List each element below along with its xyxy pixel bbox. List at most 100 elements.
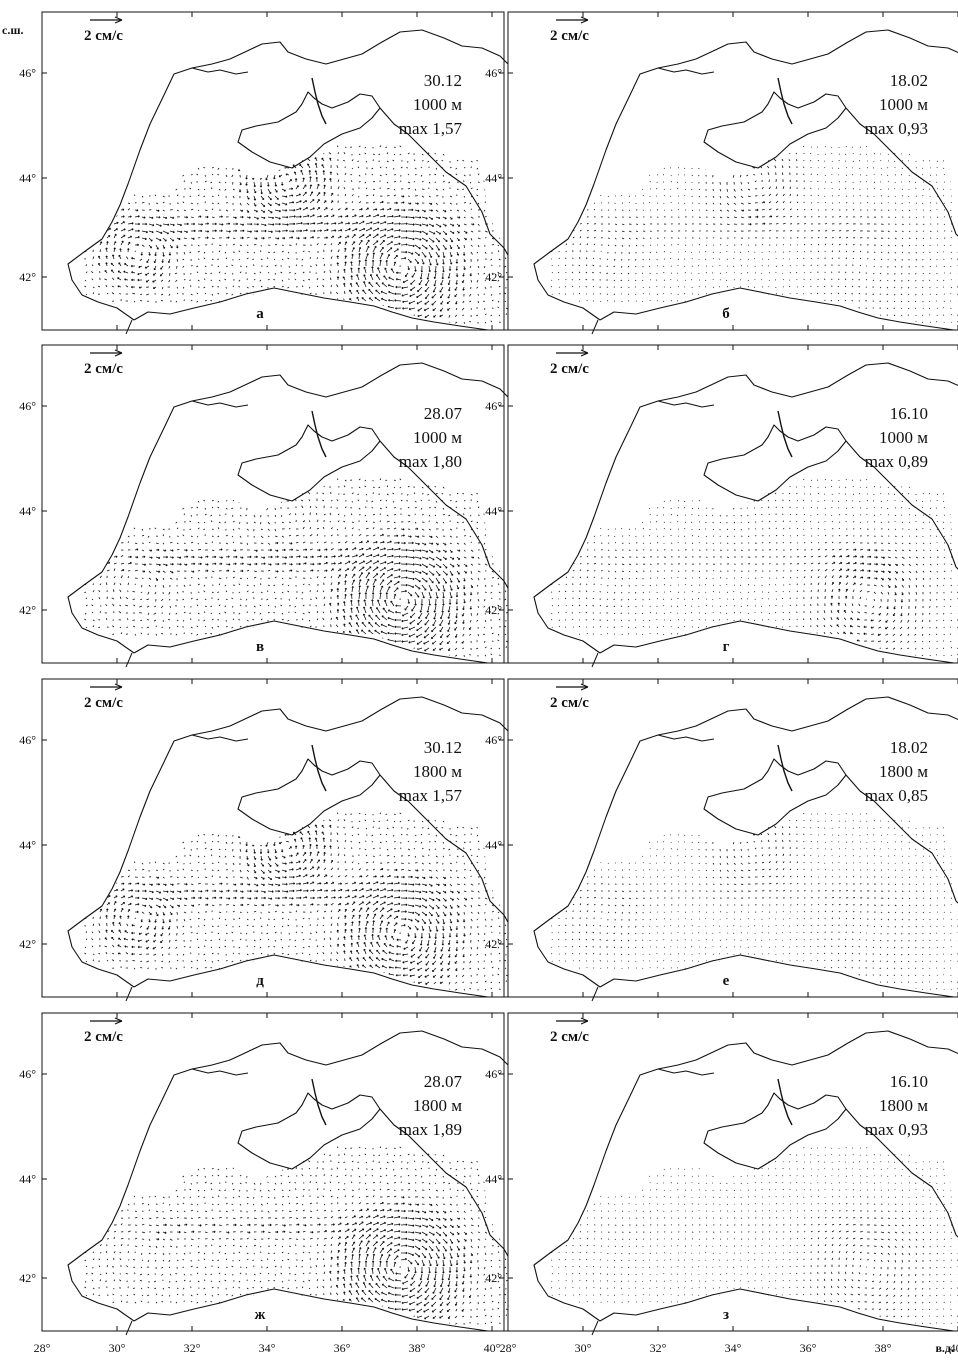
panel-max-speed: max 1,80	[399, 452, 462, 471]
axis-ticks	[41, 679, 504, 997]
panel-letter: г	[723, 639, 730, 655]
panel-date: 30.12	[424, 71, 462, 90]
lat-tick-label: 44°	[19, 1172, 36, 1186]
panel-depth: 1000 м	[879, 95, 928, 114]
panel-frame	[507, 344, 958, 664]
lat-tick-label: 42°	[19, 1271, 36, 1285]
panel-date: 30.12	[424, 738, 462, 757]
panel-date: 18.02	[890, 71, 928, 90]
lat-tick-label: 46°	[19, 733, 36, 747]
scale-arrow-icon	[90, 1017, 123, 1025]
panel-max-speed: max 0,89	[865, 452, 928, 471]
lat-tick-label: 46°	[485, 733, 502, 747]
lat-tick-label: 42°	[485, 937, 502, 951]
panel-letter: ж	[255, 1307, 266, 1323]
lat-tick-label: 46°	[485, 1067, 502, 1081]
lat-tick-label: 42°	[19, 603, 36, 617]
panel-depth: 1000 м	[413, 428, 462, 447]
lon-tick-label: 36°	[800, 1341, 817, 1355]
scale-label: 2 см/с	[84, 1029, 123, 1045]
panel-frame	[507, 1012, 958, 1332]
scale-label: 2 см/с	[550, 1029, 589, 1045]
panel-date: 16.10	[890, 1072, 928, 1091]
panel-depth: 1800 м	[879, 762, 928, 781]
panel-ж: 2 см/с 28.07 1800 м max 1,89 ж	[41, 1012, 519, 1336]
lat-tick-label: 46°	[19, 66, 36, 80]
lat-tick-label: 42°	[19, 270, 36, 284]
lon-tick-label: 38°	[409, 1341, 426, 1355]
panel-date: 18.02	[890, 738, 928, 757]
panel-frame	[41, 1012, 505, 1332]
panel-frame	[507, 11, 958, 331]
scale-arrow-icon	[556, 16, 589, 24]
panel-max-speed: max 1,57	[399, 119, 463, 138]
axis-ticks	[41, 12, 504, 330]
panel-г: 2 см/с 16.10 1000 м max 0,89 г	[507, 344, 958, 668]
panel-е: 2 см/с 18.02 1800 м max 0,85 е	[507, 678, 958, 1002]
scale-label: 2 см/с	[84, 695, 123, 711]
lat-tick-label: 42°	[19, 937, 36, 951]
panel-depth: 1000 м	[879, 428, 928, 447]
axis-ticks	[507, 12, 958, 330]
lon-tick-label: 34°	[259, 1341, 276, 1355]
lat-tick-label: 44°	[485, 1172, 502, 1186]
panel-max-speed: max 0,93	[865, 1120, 928, 1139]
scale-label: 2 см/с	[550, 361, 589, 377]
lat-tick-label: 46°	[485, 66, 502, 80]
panel-в: 2 см/с 28.07 1000 м max 1,80 в	[41, 344, 519, 668]
lat-tick-label: 42°	[485, 270, 502, 284]
panel-depth: 1800 м	[879, 1096, 928, 1115]
panel-depth: 1800 м	[413, 762, 462, 781]
panel-date: 28.07	[424, 404, 463, 423]
lon-tick-label: 28°	[500, 1341, 517, 1355]
panel-date: 16.10	[890, 404, 928, 423]
panel-max-speed: max 1,89	[399, 1120, 462, 1139]
scale-arrow-icon	[90, 349, 123, 357]
lon-tick-label: 28°	[34, 1341, 51, 1355]
axis-ticks	[507, 345, 958, 663]
lat-tick-label: 44°	[19, 171, 36, 185]
axis-ticks	[507, 1013, 958, 1331]
lat-unit-label: с.ш.	[2, 23, 23, 37]
panel-max-speed: max 1,57	[399, 786, 463, 805]
panel-frame	[41, 11, 505, 331]
panel-letter: а	[256, 306, 264, 322]
axis-ticks	[507, 679, 958, 997]
axis-ticks	[41, 345, 504, 663]
panel-letter: б	[722, 306, 730, 322]
panel-а: 2 см/с 30.12 1000 м max 1,57 а	[41, 11, 519, 335]
lat-tick-label: 42°	[485, 603, 502, 617]
scale-arrow-icon	[556, 683, 589, 691]
lat-tick-label: 46°	[485, 399, 502, 413]
scale-label: 2 см/с	[84, 361, 123, 377]
panel-letter: в	[256, 639, 264, 655]
lat-tick-label: 44°	[485, 838, 502, 852]
scale-arrow-icon	[90, 16, 123, 24]
panel-max-speed: max 0,93	[865, 119, 928, 138]
panel-letter: д	[256, 973, 264, 989]
panel-б: 2 см/с 18.02 1000 м max 0,93 б	[507, 11, 958, 335]
lon-tick-label: 36°	[334, 1341, 351, 1355]
panel-frame	[41, 344, 505, 664]
scale-label: 2 см/с	[84, 28, 123, 44]
lon-tick-label: 40°	[950, 1341, 958, 1355]
lon-tick-label: 30°	[575, 1341, 592, 1355]
panel-max-speed: max 0,85	[865, 786, 928, 805]
lat-tick-label: 44°	[19, 838, 36, 852]
panel-д: 2 см/с 30.12 1800 м max 1,57 д	[41, 678, 519, 1002]
panel-letter: е	[723, 973, 730, 989]
lat-tick-label: 42°	[485, 1271, 502, 1285]
lon-tick-label: 30°	[109, 1341, 126, 1355]
lon-tick-label: 34°	[725, 1341, 742, 1355]
scale-arrow-icon	[90, 683, 123, 691]
scale-label: 2 см/с	[550, 28, 589, 44]
lat-tick-label: 46°	[19, 399, 36, 413]
lon-unit-label: в.д.	[935, 1341, 954, 1355]
lat-tick-label: 44°	[485, 504, 502, 518]
panel-date: 28.07	[424, 1072, 463, 1091]
lat-tick-label: 46°	[19, 1067, 36, 1081]
scale-arrow-icon	[556, 1017, 589, 1025]
lon-tick-label: 32°	[650, 1341, 667, 1355]
lat-tick-label: 44°	[485, 171, 502, 185]
